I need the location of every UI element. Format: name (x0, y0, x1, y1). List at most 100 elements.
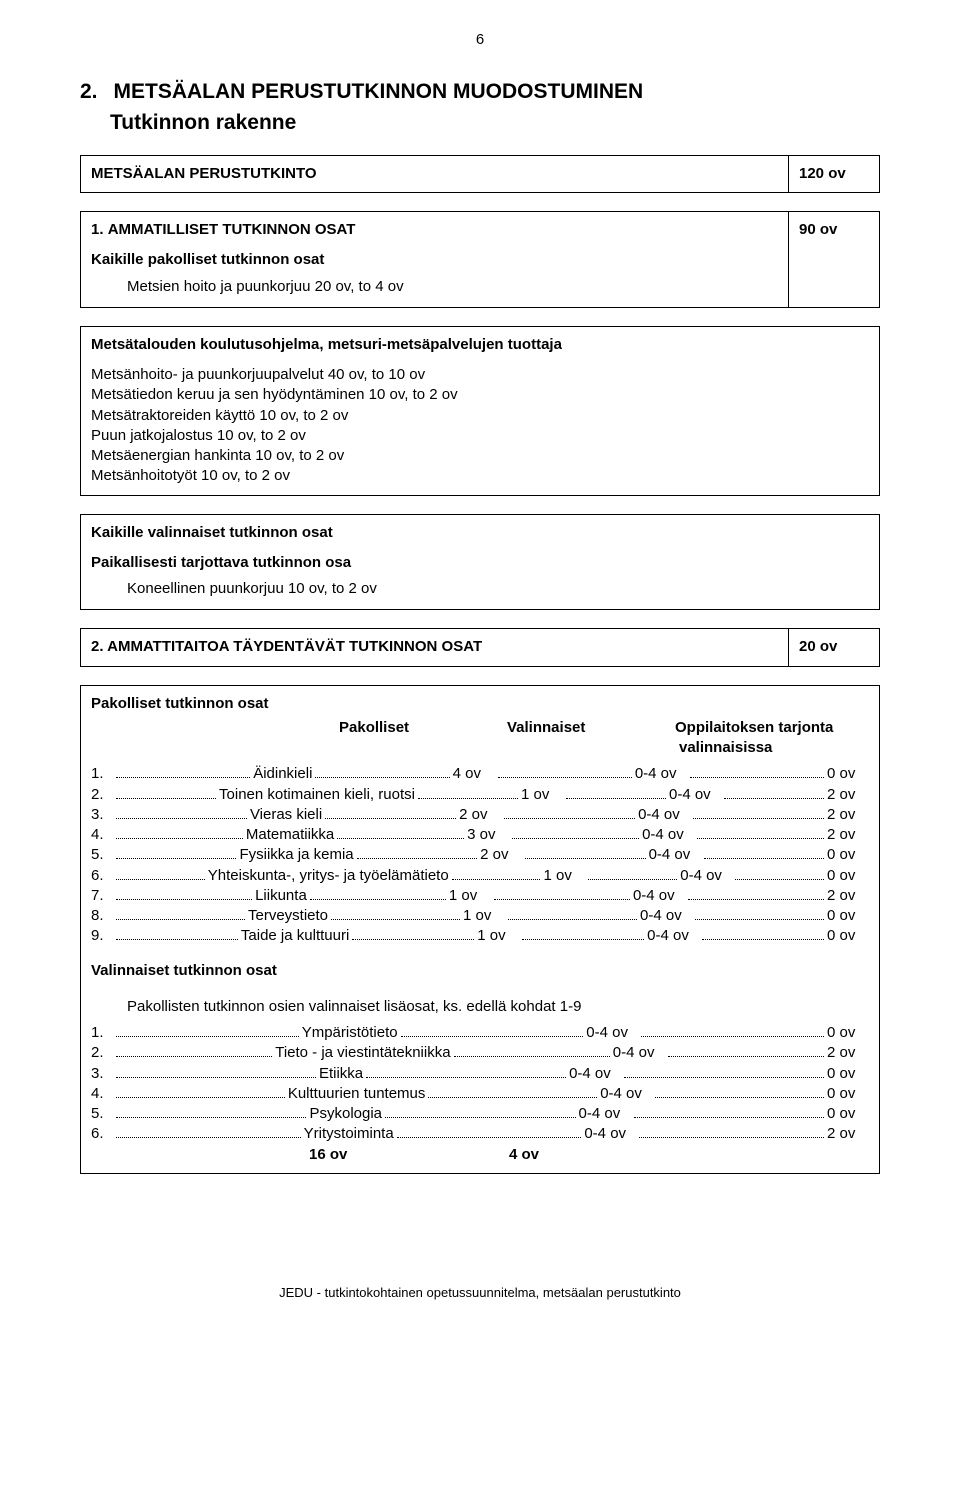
list-item: 5.Psykologia0-4 ov0 ov (91, 1104, 869, 1124)
optional-rows: 1.Ympäristötieto0-4 ov0 ov2.Tieto - ja v… (91, 1023, 869, 1145)
row-index: 1. (91, 1023, 113, 1043)
row-index: 4. (91, 825, 113, 845)
row-index: 9. (91, 926, 113, 946)
dot-leader (688, 888, 824, 900)
row-label: Kulttuurien tuntemus (288, 1084, 426, 1104)
programme-line: Metsätraktoreiden käyttö 10 ov, to 2 ov (91, 406, 869, 426)
row-label: Liikunta (255, 886, 307, 906)
row-valinnaiset: 0-4 ov (642, 825, 694, 845)
page-footer: JEDU - tutkintokohtainen opetussuunnitel… (80, 1284, 880, 1302)
dot-leader (331, 908, 460, 920)
dot-leader (690, 767, 824, 779)
dot-leader (498, 767, 632, 779)
dot-leader (695, 908, 824, 920)
optional-for-all-t1: Kaikille valinnaiset tutkinnon osat (91, 523, 869, 543)
programme-line: Metsänhoitotyöt 10 ov, to 2 ov (91, 466, 869, 486)
list-item: 4.Matematiikka3 ov0-4 ov2 ov (91, 825, 869, 845)
row-oppilaitos: 2 ov (827, 805, 869, 825)
list-item: 8.Terveystieto1 ov0-4 ov0 ov (91, 906, 869, 926)
dot-leader (116, 787, 216, 799)
row-valinnaiset: 0-4 ov (579, 1104, 631, 1124)
total-valinnaiset: 4 ov (509, 1145, 869, 1165)
row-label: Äidinkieli (253, 764, 312, 784)
dot-leader (116, 807, 247, 819)
totals-row: 16 ov 4 ov (91, 1145, 869, 1165)
dot-leader (655, 1086, 824, 1098)
row-label: Psykologia (309, 1104, 382, 1124)
dot-leader (566, 787, 666, 799)
vocational-header-cell: 1. AMMATILLISET TUTKINNON OSAT Kaikille … (81, 212, 789, 308)
programme-line: Metsänhoito- ja puunkorjuupalvelut 40 ov… (91, 365, 869, 385)
row-pakolliset: 4 ov (453, 764, 495, 784)
section-heading: 2. METSÄALAN PERUSTUTKINNON MUODOSTUMINE… (80, 78, 880, 106)
dot-leader (639, 1127, 824, 1139)
dot-leader (315, 767, 449, 779)
row-index: 7. (91, 886, 113, 906)
row-valinnaiset: 0-4 ov (569, 1064, 621, 1084)
list-item: 2.Tieto - ja viestintätekniikka0-4 ov2 o… (91, 1043, 869, 1063)
section-title: METSÄALAN PERUSTUTKINNON MUODOSTUMINEN (114, 78, 644, 106)
dot-leader (116, 848, 236, 860)
row-index: 5. (91, 845, 113, 865)
box-degree-title: METSÄALAN PERUSTUTKINTO 120 ov (80, 155, 880, 193)
dot-leader (522, 929, 644, 941)
row-pakolliset: 2 ov (480, 845, 522, 865)
list-item: 5.Fysiikka ja kemia2 ov0-4 ov0 ov (91, 845, 869, 865)
supplementary-cell: 2. AMMATTITAITOA TÄYDENTÄVÄT TUTKINNON O… (81, 629, 789, 666)
dot-leader (116, 929, 238, 941)
row-oppilaitos: 0 ov (827, 866, 869, 886)
row-valinnaiset: 0-4 ov (649, 845, 701, 865)
dot-leader (504, 807, 635, 819)
programme-title: Metsätalouden koulutusohjelma, metsuri-m… (91, 335, 869, 355)
dot-leader (116, 827, 243, 839)
document-page: 6 2. METSÄALAN PERUSTUTKINNON MUODOSTUMI… (80, 0, 880, 1321)
row-label: Terveystieto (248, 906, 328, 926)
row-pakolliset: 1 ov (463, 906, 505, 926)
row-oppilaitos: 0 ov (827, 1023, 869, 1043)
list-item: 4.Kulttuurien tuntemus0-4 ov0 ov (91, 1084, 869, 1104)
dot-leader (454, 1046, 610, 1058)
programme-cell: Metsätalouden koulutusohjelma, metsuri-m… (81, 326, 880, 495)
dot-leader (401, 1025, 584, 1037)
vocational-ov: 90 ov (789, 212, 880, 308)
dot-leader (724, 787, 824, 799)
row-label: Fysiikka ja kemia (239, 845, 353, 865)
dot-leader (357, 848, 477, 860)
dot-leader (116, 1127, 301, 1139)
section-number: 2. (80, 78, 114, 106)
row-valinnaiset: 0-4 ov (586, 1023, 638, 1043)
row-index: 2. (91, 785, 113, 805)
dot-leader (116, 1046, 272, 1058)
total-pakolliset: 16 ov (309, 1145, 509, 1165)
optional-for-all-t2: Paikallisesti tarjottava tutkinnon osa (91, 553, 869, 573)
dot-leader (588, 868, 677, 880)
list-item: 3.Vieras kieli2 ov0-4 ov2 ov (91, 805, 869, 825)
row-pakolliset: 1 ov (543, 866, 585, 886)
row-oppilaitos: 2 ov (827, 886, 869, 906)
dot-leader (397, 1127, 582, 1139)
compulsory-rows: 1. Äidinkieli 4 ov 0-4 ov 0 ov 2.Toinen kotim… (91, 764, 869, 946)
optional-for-all-line: Koneellinen puunkorjuu 10 ov, to 2 ov (127, 579, 869, 599)
compulsory-for-all-title: Kaikille pakolliset tutkinnon osat (91, 250, 778, 270)
row-oppilaitos: 2 ov (827, 825, 869, 845)
row-valinnaiset: 0-4 ov (600, 1084, 652, 1104)
list-item: 2.Toinen kotimainen kieli, ruotsi1 ov0-4… (91, 785, 869, 805)
supplementary-txt: AMMATTITAITOA TÄYDENTÄVÄT TUTKINNON OSAT (107, 638, 482, 655)
box-optional-for-all: Kaikille valinnaiset tutkinnon osat Paik… (80, 514, 880, 611)
row-index: 1. (91, 764, 113, 784)
row-valinnaiset: 0-4 ov (613, 1043, 665, 1063)
dot-leader (116, 868, 205, 880)
dot-leader (352, 929, 474, 941)
dot-leader (116, 1025, 299, 1037)
hdr-valinnaiset: Valinnaiset (503, 718, 671, 738)
row-label: Vieras kieli (250, 805, 322, 825)
row-valinnaiset: 0-4 ov (584, 1124, 636, 1144)
row-oppilaitos: 2 ov (827, 785, 869, 805)
dot-leader (116, 908, 245, 920)
column-headers-sub: valinnaisissa (91, 738, 869, 758)
dot-leader (634, 1106, 824, 1118)
row-index: 8. (91, 906, 113, 926)
dot-leader (702, 929, 824, 941)
dot-leader (366, 1066, 566, 1078)
row-label: Yhteiskunta-, yritys- ja työelämätieto (208, 866, 449, 886)
